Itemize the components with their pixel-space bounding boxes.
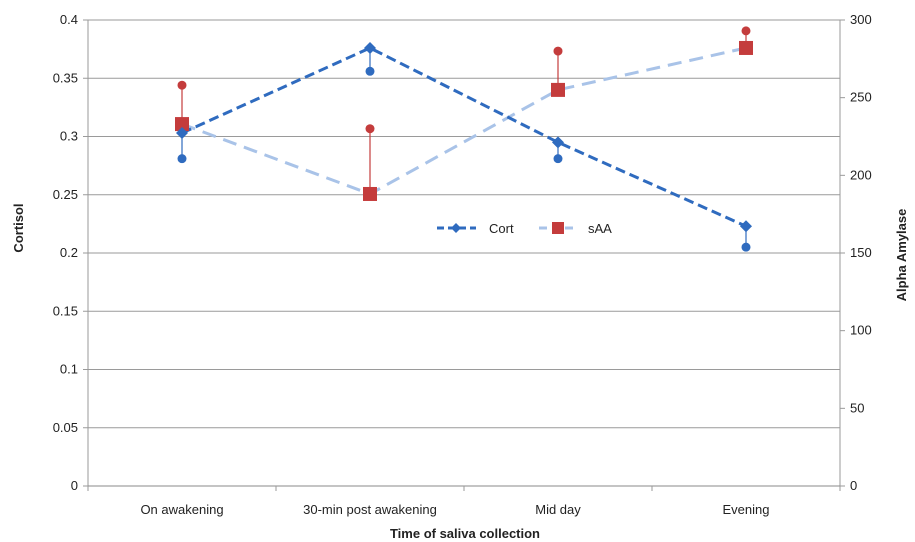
left-tick-label: 0.1 — [60, 362, 78, 377]
saa-point — [363, 186, 377, 201]
cort-series-line — [181, 46, 747, 228]
right-tick-label: 250 — [850, 90, 872, 105]
cort-secondary-point — [365, 66, 375, 76]
saa-secondary-point — [553, 46, 563, 56]
legend: Cort sAA — [437, 221, 612, 236]
saa-series-line — [181, 46, 747, 196]
legend-cort-marker — [451, 223, 461, 233]
saa-secondary-point — [741, 26, 751, 36]
legend-saa-marker — [552, 222, 564, 234]
cort-secondary-point — [553, 154, 563, 164]
cort-point — [364, 41, 376, 54]
saa-point — [739, 40, 753, 55]
right-tick-label: 200 — [850, 167, 872, 182]
y2-axis-title: Alpha Amylase — [894, 209, 909, 302]
category-label: Evening — [723, 502, 770, 517]
right-tick-label: 0 — [850, 478, 857, 493]
saa-secondary-point — [177, 80, 187, 90]
legend-cort-label: Cort — [489, 221, 514, 236]
legend-saa-label: sAA — [588, 221, 612, 236]
y-axis-title: Cortisol — [11, 203, 26, 252]
left-tick-label: 0.25 — [53, 187, 78, 202]
left-tick-label: 0.2 — [60, 245, 78, 260]
left-tick-label: 0.15 — [53, 303, 78, 318]
gridlines — [83, 19, 845, 491]
saa-point — [551, 82, 565, 97]
cort-point — [176, 127, 188, 140]
category-label: Mid day — [535, 502, 581, 517]
right-tick-label: 50 — [850, 400, 864, 415]
category-axis-ticks: On awakening 30-min post awakening Mid day… — [140, 502, 769, 517]
x-axis-title: Time of saliva collection — [390, 526, 540, 541]
left-tick-label: 0.4 — [60, 12, 78, 27]
left-tick-label: 0.35 — [53, 70, 78, 85]
cort-point — [740, 220, 752, 233]
category-label: 30-min post awakening — [303, 502, 437, 517]
left-axis-ticks: 0 0.05 0.1 0.15 0.2 0.25 0.3 0.35 0.4 — [53, 12, 78, 493]
left-tick-label: 0 — [71, 478, 78, 493]
right-tick-label: 100 — [850, 323, 872, 338]
cort-point — [552, 136, 564, 149]
right-tick-label: 300 — [850, 12, 872, 27]
category-label: On awakening — [140, 502, 223, 517]
series-layer — [175, 26, 753, 252]
left-tick-label: 0.05 — [53, 420, 78, 435]
saa-secondary-point — [365, 124, 375, 134]
cort-secondary-point — [741, 242, 751, 252]
left-tick-label: 0.3 — [60, 129, 78, 144]
cort-secondary-point — [177, 154, 187, 164]
saa-point — [175, 117, 189, 132]
right-tick-label: 150 — [850, 245, 872, 260]
right-axis-ticks: 0 50 100 150 200 250 300 — [850, 12, 872, 493]
